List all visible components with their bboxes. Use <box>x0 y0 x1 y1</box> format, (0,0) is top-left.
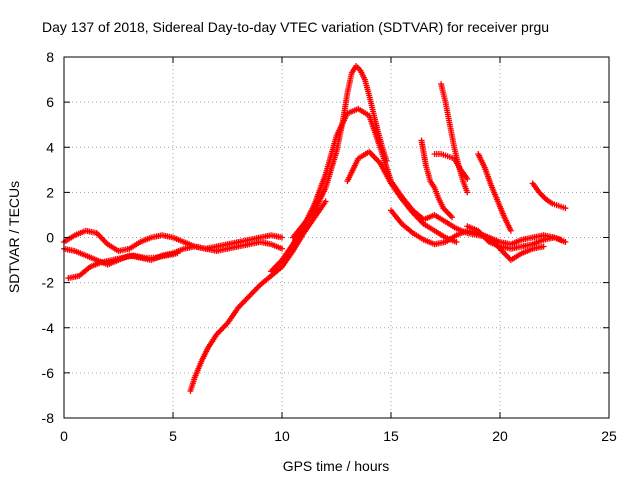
data-point <box>383 157 390 164</box>
x-axis-title: GPS time / hours <box>283 458 390 474</box>
y-tick-label: -2 <box>42 275 55 291</box>
data-point <box>453 239 460 246</box>
x-tick-label: 15 <box>383 428 399 444</box>
x-tick-label: 25 <box>601 428 617 444</box>
y-tick-label: 2 <box>46 184 54 200</box>
data-point <box>279 234 285 241</box>
y-tick-label: 6 <box>46 94 54 110</box>
data-point <box>174 250 181 257</box>
y-tick-label: 0 <box>46 230 54 246</box>
y-tick-label: 4 <box>46 139 54 155</box>
data-point <box>464 189 471 196</box>
data-point <box>540 243 547 250</box>
x-tick-label: 20 <box>492 428 508 444</box>
y-tick-label: -4 <box>42 320 55 336</box>
data-point <box>449 214 456 221</box>
y-tick-label: -8 <box>42 410 55 426</box>
axis-ticks: 0 5 10 15 20 25 -8 -6 -4 -2 0 2 4 6 8 <box>42 49 617 444</box>
x-tick-label: 0 <box>60 428 68 444</box>
data-point <box>562 205 569 212</box>
data-point <box>322 198 329 205</box>
data-point <box>464 175 471 182</box>
x-tick-label: 10 <box>274 428 290 444</box>
data-point <box>562 239 569 246</box>
data-point <box>279 245 285 252</box>
x-tick-label: 5 <box>169 428 177 444</box>
data-point <box>507 227 514 234</box>
data-marks <box>61 63 569 394</box>
y-axis-title: SDTVAR / TECUs <box>6 181 22 293</box>
chart-title: Day 137 of 2018, Sidereal Day-to-day VTE… <box>42 19 549 35</box>
y-tick-label: -6 <box>42 365 55 381</box>
y-tick-label: 8 <box>46 49 54 65</box>
